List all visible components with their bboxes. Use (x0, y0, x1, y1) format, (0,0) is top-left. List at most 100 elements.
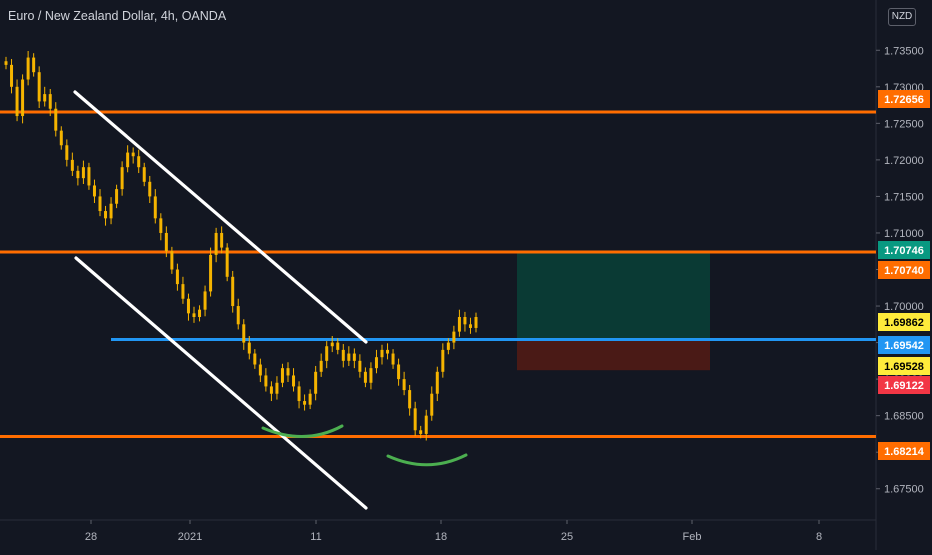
candle-body (258, 364, 262, 376)
x-tick-label: 18 (435, 531, 447, 543)
candle-body (446, 342, 450, 350)
candle (474, 312, 478, 333)
price-label-text: 1.69528 (884, 361, 924, 373)
candle (402, 371, 406, 396)
candle-body (186, 298, 190, 314)
candle-body (347, 353, 351, 361)
candle-body (408, 390, 412, 409)
y-tick-label: 1.72000 (884, 155, 924, 167)
candle-body (104, 211, 108, 219)
candle-body (170, 251, 174, 270)
currency-badge[interactable]: NZD (888, 8, 916, 26)
price-label-bg (878, 336, 930, 354)
candle (380, 344, 384, 365)
candle-body (435, 371, 439, 394)
candle-body (192, 313, 196, 317)
candle-body (115, 189, 119, 204)
candle-body (92, 185, 96, 197)
candle (236, 298, 240, 330)
candle-body (15, 86, 19, 117)
candle-body (21, 79, 25, 117)
y-tick-label: 1.68500 (884, 411, 924, 423)
candle-body (126, 152, 130, 168)
candle (330, 336, 334, 353)
candle (424, 409, 428, 441)
candle-body (286, 368, 290, 376)
candle (419, 425, 423, 439)
candle (363, 367, 367, 388)
y-tick-label: 1.70000 (884, 301, 924, 313)
price-label-1: 1.70746 (878, 241, 930, 259)
candle (374, 349, 378, 374)
candle-body (424, 415, 428, 434)
candle-body (65, 145, 69, 160)
target-zone[interactable] (517, 251, 710, 340)
price-label-3: 1.69862 (878, 313, 930, 331)
price-label-5: 1.69528 (878, 357, 930, 375)
candle (430, 386, 434, 421)
price-label-text: 1.70746 (884, 245, 924, 257)
price-label-text: 1.70740 (884, 265, 924, 277)
y-tick-label: 1.72500 (884, 118, 924, 130)
candle (54, 102, 58, 137)
candle-body (474, 317, 478, 328)
x-tick-label: 11 (310, 531, 321, 543)
candle-body (98, 196, 102, 212)
time-axis[interactable]: 28 2021 11 18 25 Feb 8 (85, 520, 822, 543)
candle (4, 56, 8, 70)
y-tick-label: 1.73500 (884, 45, 924, 57)
channel-lower-line[interactable] (74, 256, 368, 510)
descending-channel[interactable] (73, 90, 368, 510)
candle (32, 53, 36, 77)
candle (26, 51, 30, 86)
x-tick-label: Feb (683, 531, 702, 543)
candle-body (463, 317, 467, 325)
candle (435, 366, 439, 402)
candle-body (247, 342, 251, 354)
horizontal-levels (0, 110, 876, 439)
candle (452, 325, 456, 350)
left-shoulder-arc[interactable] (261, 424, 344, 438)
candle-body (319, 360, 323, 372)
inverse-head-shoulders[interactable] (261, 424, 468, 467)
candle (369, 362, 373, 390)
candle (181, 276, 185, 304)
candle (76, 165, 80, 186)
candle (468, 317, 472, 334)
candle-body (76, 170, 80, 179)
candle-body (325, 346, 329, 361)
head-arc[interactable] (386, 453, 468, 467)
candle-body (198, 309, 202, 317)
candle-body (4, 61, 8, 65)
candle (358, 354, 362, 378)
candle-body (148, 181, 152, 197)
stop-zone[interactable] (517, 339, 710, 371)
candle (397, 358, 401, 386)
candle-body (220, 232, 224, 248)
candle (253, 349, 257, 369)
price-label-bg (878, 313, 930, 331)
candle (170, 246, 174, 274)
price-label-4: 1.69542 (878, 336, 930, 354)
candle-body (159, 218, 163, 233)
candle-body (253, 353, 257, 365)
candle-body (242, 324, 246, 343)
candle-body (292, 375, 296, 387)
candle-body (264, 375, 268, 387)
candle-body (358, 360, 362, 372)
candle-body (48, 94, 52, 109)
candle (347, 346, 351, 366)
candle (120, 161, 124, 196)
candle-body (352, 353, 356, 361)
candle (441, 343, 445, 378)
candle (142, 162, 146, 187)
channel-upper-line[interactable] (73, 90, 368, 344)
candle (314, 365, 318, 401)
price-label-bg (878, 442, 930, 460)
candle-body (336, 342, 340, 350)
candle (275, 376, 279, 400)
price-label-text: 1.69542 (884, 340, 924, 352)
candle (109, 197, 113, 225)
